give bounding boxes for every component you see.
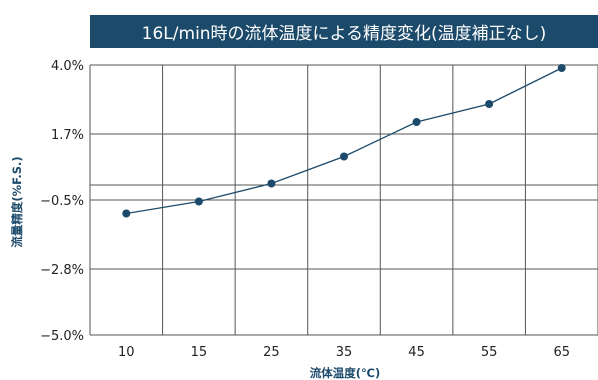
y-tick-label: −5.0% bbox=[40, 329, 84, 344]
y-tick-labels: 4.0% 1.7% −0.5% −2.8% −5.0% bbox=[40, 59, 84, 344]
chart-title: 16L/min時の流体温度による精度変化(温度補正なし) bbox=[90, 15, 598, 48]
x-tick-label: 45 bbox=[408, 345, 425, 360]
data-point bbox=[267, 179, 276, 188]
data-point bbox=[412, 118, 421, 126]
data-point bbox=[122, 209, 131, 218]
x-tick-label: 25 bbox=[263, 345, 280, 360]
x-tick-label: 35 bbox=[336, 345, 353, 360]
x-axis-label: 流体温度(℃) bbox=[310, 366, 380, 380]
series-line bbox=[126, 67, 563, 215]
data-series bbox=[122, 64, 566, 218]
y-tick-label: −2.8% bbox=[40, 263, 84, 278]
y-tick-label: 4.0% bbox=[51, 59, 84, 74]
data-point bbox=[485, 100, 494, 108]
y-axis-label: 流量精度(%F.S.) bbox=[10, 156, 24, 247]
y-tick-label: 1.7% bbox=[51, 128, 84, 143]
x-tick-label: 15 bbox=[191, 345, 208, 360]
x-tick-label: 10 bbox=[118, 345, 135, 360]
data-point bbox=[557, 64, 566, 72]
x-tick-label: 55 bbox=[481, 345, 498, 360]
x-tick-label: 65 bbox=[553, 345, 570, 360]
x-tick-labels: 10 15 25 35 45 55 65 bbox=[118, 345, 570, 360]
data-point bbox=[340, 152, 348, 161]
data-point bbox=[194, 197, 203, 206]
grid-lines bbox=[89, 64, 598, 336]
y-tick-label: −0.5% bbox=[40, 194, 84, 209]
